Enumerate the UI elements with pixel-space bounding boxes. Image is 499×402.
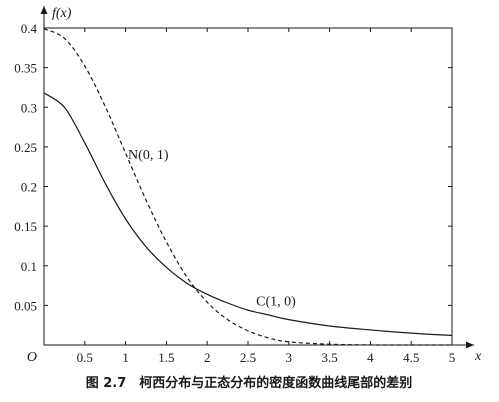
y-tick-label: 0.25 <box>14 140 37 155</box>
chart-annotations: N(0, 1) C(1, 0) <box>128 148 296 309</box>
y-tick-label: 0.35 <box>14 61 37 76</box>
y-tick-label: 0.1 <box>21 259 37 274</box>
figure-caption: 图 2.7 柯西分布与正态分布的密度函数曲线尾部的差别 <box>86 375 413 391</box>
y-axis-arrow <box>40 6 48 14</box>
y-tick-label: 0.15 <box>14 219 37 234</box>
y-tick-label: 0.2 <box>21 180 37 195</box>
x-tick-label: 4.5 <box>403 350 419 365</box>
y-axis-label: f(x) <box>52 6 72 21</box>
x-tick-label: 4 <box>367 350 374 365</box>
normal-density-curve <box>43 28 453 346</box>
chart-ticks: 0.5 1 1.5 2 2.5 3 3.5 4 4.5 5 0.05 0.1 0.15 0.2 0.25 0.… <box>14 21 455 365</box>
normal-curve-label: N(0, 1) <box>128 148 169 163</box>
origin-label: O <box>27 350 37 365</box>
x-tick-label: 3 <box>286 350 293 365</box>
y-tick-label: 0.4 <box>21 21 38 36</box>
x-tick-label: 5 <box>449 350 456 365</box>
chart-series <box>43 28 453 346</box>
plot-frame <box>43 27 453 346</box>
x-tick-label: 1.5 <box>158 350 174 365</box>
x-axis-arrow <box>466 341 474 349</box>
x-tick-label: 2 <box>204 350 211 365</box>
y-tick-label: 0.3 <box>21 100 37 115</box>
x-axis-label: x <box>474 349 482 364</box>
cauchy-density-curve <box>43 92 453 337</box>
x-tick-label: 3.5 <box>321 350 337 365</box>
x-tick-label: 0.5 <box>77 350 93 365</box>
cauchy-curve-label: C(1, 0) <box>256 294 296 309</box>
y-tick-label: 0.05 <box>14 298 37 313</box>
x-tick-label: 2.5 <box>240 350 256 365</box>
x-tick-label: 1 <box>122 350 129 365</box>
